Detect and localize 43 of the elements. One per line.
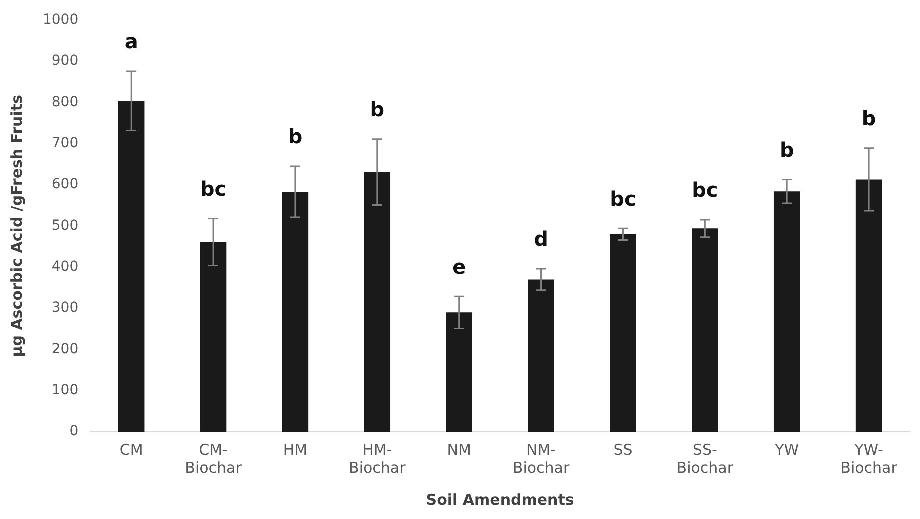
x-tick-label: YW-Biochar bbox=[840, 440, 898, 477]
data-label: b bbox=[780, 138, 794, 162]
x-tick-label: NM-Biochar bbox=[512, 440, 570, 477]
y-axis-title: µg Ascorbic Acid /gFresh Fruits bbox=[8, 95, 26, 358]
bar bbox=[200, 242, 227, 432]
x-tick-label: YW bbox=[774, 440, 800, 459]
y-tick-label: 700 bbox=[52, 136, 79, 152]
x-tick-label: SS-Biochar bbox=[676, 440, 734, 477]
bar bbox=[282, 192, 309, 432]
y-tick-label: 600 bbox=[52, 176, 79, 193]
y-tick-label: 900 bbox=[52, 53, 79, 70]
bar bbox=[774, 192, 800, 432]
y-tick-label: 100 bbox=[52, 382, 79, 398]
bar bbox=[610, 234, 636, 432]
x-tick-label: HM bbox=[283, 440, 308, 459]
bar bbox=[118, 101, 145, 432]
y-tick-label: 800 bbox=[52, 94, 79, 110]
x-tick-label: NM bbox=[447, 440, 472, 459]
x-tick-label: HM-Biochar bbox=[349, 440, 407, 477]
data-label: bc bbox=[200, 176, 227, 201]
x-tick-label: CM bbox=[120, 440, 144, 459]
data-label: d bbox=[534, 227, 548, 252]
bar bbox=[528, 280, 554, 432]
y-tick-label: 300 bbox=[52, 300, 79, 316]
data-label: b bbox=[862, 106, 876, 131]
x-tick-label: SS bbox=[614, 440, 633, 459]
data-label: b bbox=[370, 98, 385, 122]
x-axis-title: Soil Amendments bbox=[426, 490, 574, 509]
data-label: a bbox=[124, 30, 138, 54]
data-label: bc bbox=[610, 186, 636, 211]
y-tick-label: 0 bbox=[70, 424, 79, 440]
y-tick-label: 1000 bbox=[42, 12, 79, 28]
bar bbox=[856, 180, 882, 432]
bar bbox=[446, 312, 472, 432]
y-tick-label: 200 bbox=[52, 341, 79, 358]
data-label: e bbox=[452, 254, 466, 279]
y-tick-label: 400 bbox=[52, 259, 79, 275]
bar bbox=[692, 228, 718, 432]
data-label: bc bbox=[692, 178, 718, 202]
bar bbox=[364, 172, 391, 432]
data-label: b bbox=[288, 124, 303, 149]
y-tick-label: 500 bbox=[52, 218, 79, 234]
x-tick-label: CM-Biochar bbox=[185, 440, 243, 477]
